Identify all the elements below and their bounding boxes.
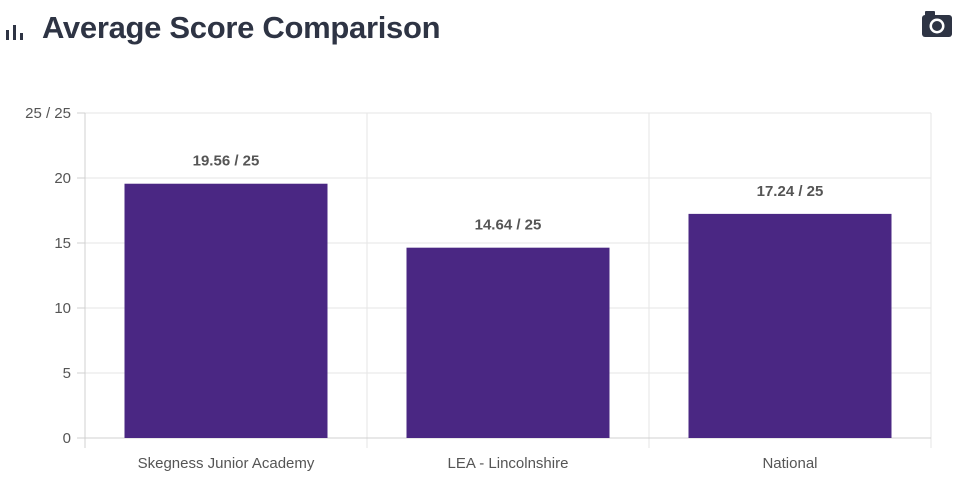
- camera-icon[interactable]: [920, 8, 954, 40]
- x-category-label: LEA - Lincolnshire: [448, 455, 569, 472]
- chart-header: Average Score Comparison: [0, 0, 958, 62]
- bar: [688, 213, 892, 438]
- y-tick-label: 20: [54, 170, 71, 187]
- data-label: 19.56 / 25: [193, 153, 260, 170]
- data-label: 14.64 / 25: [475, 217, 542, 234]
- y-tick-label: 15: [54, 235, 71, 252]
- bar: [406, 247, 610, 438]
- x-category-label: National: [762, 455, 817, 472]
- data-label: 17.24 / 25: [757, 183, 824, 200]
- chart-title: Average Score Comparison: [42, 10, 441, 45]
- x-category-label: Skegness Junior Academy: [138, 455, 315, 472]
- y-tick-label: 5: [63, 365, 71, 382]
- bar: [124, 183, 328, 438]
- bar-chart-icon: [6, 25, 23, 40]
- y-tick-label: 10: [54, 300, 71, 317]
- y-tick-label: 0: [63, 430, 71, 447]
- y-tick-label: 25 / 25: [25, 105, 71, 122]
